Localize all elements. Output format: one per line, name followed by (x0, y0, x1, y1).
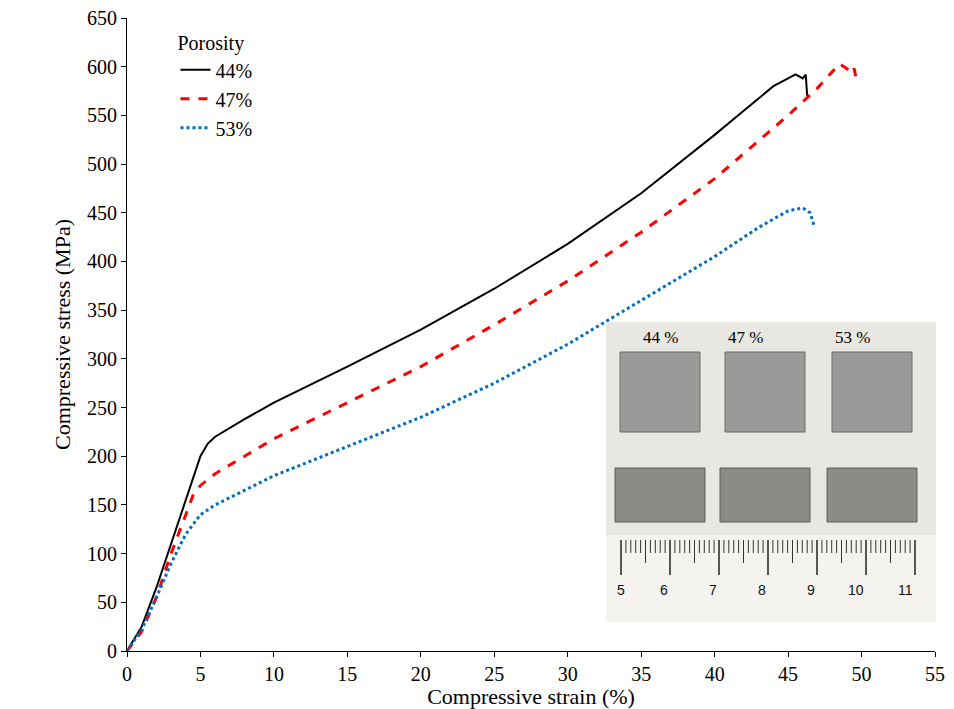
svg-text:45: 45 (778, 663, 798, 685)
svg-text:300: 300 (87, 348, 117, 370)
svg-text:15: 15 (337, 663, 357, 685)
svg-text:47 %: 47 % (728, 328, 763, 347)
svg-text:0: 0 (122, 663, 132, 685)
svg-text:7: 7 (709, 582, 717, 598)
svg-text:200: 200 (87, 445, 117, 467)
svg-text:500: 500 (87, 153, 117, 175)
svg-text:53%: 53% (215, 118, 252, 140)
svg-text:450: 450 (87, 202, 117, 224)
svg-text:20: 20 (411, 663, 431, 685)
svg-text:44 %: 44 % (643, 328, 678, 347)
svg-text:Compressive strain (%): Compressive strain (%) (427, 684, 635, 709)
svg-text:6: 6 (660, 582, 668, 598)
svg-text:650: 650 (87, 7, 117, 29)
svg-text:Compressive stress (MPa): Compressive stress (MPa) (50, 219, 75, 450)
svg-text:44%: 44% (215, 60, 252, 82)
svg-text:550: 550 (87, 104, 117, 126)
svg-text:11: 11 (898, 582, 913, 598)
svg-text:10: 10 (264, 663, 284, 685)
svg-text:350: 350 (87, 299, 117, 321)
svg-text:5: 5 (617, 582, 625, 598)
svg-text:0: 0 (107, 640, 117, 662)
svg-text:250: 250 (87, 397, 117, 419)
svg-text:150: 150 (87, 494, 117, 516)
svg-text:25: 25 (484, 663, 504, 685)
svg-text:35: 35 (631, 663, 651, 685)
svg-text:8: 8 (758, 582, 766, 598)
svg-text:Porosity: Porosity (177, 32, 244, 55)
svg-text:47%: 47% (215, 89, 252, 111)
svg-text:5: 5 (195, 663, 205, 685)
svg-text:30: 30 (558, 663, 578, 685)
svg-text:53 %: 53 % (835, 328, 870, 347)
svg-text:9: 9 (807, 582, 815, 598)
svg-text:55: 55 (925, 663, 945, 685)
svg-text:600: 600 (87, 56, 117, 78)
svg-text:50: 50 (97, 591, 117, 613)
svg-text:50: 50 (852, 663, 872, 685)
svg-text:10: 10 (848, 582, 864, 598)
svg-text:100: 100 (87, 543, 117, 565)
svg-text:40: 40 (705, 663, 725, 685)
svg-text:400: 400 (87, 250, 117, 272)
